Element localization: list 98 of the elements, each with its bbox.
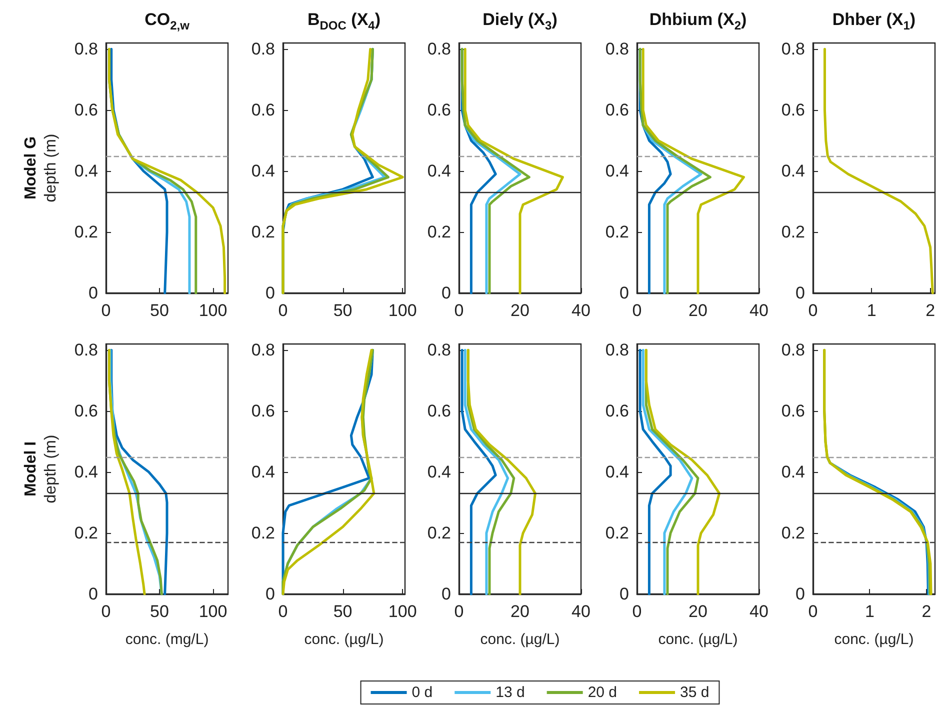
y-axis-title: depth (m) [42, 134, 60, 202]
y-tick-label: 0.2 [74, 222, 98, 242]
y-tick-label: 0.6 [781, 100, 805, 120]
x-tick-label: 0 [101, 301, 111, 320]
chart-title: Dhbium (X$_{2}$) [649, 10, 747, 32]
y-tick-label: 0.8 [251, 340, 275, 360]
y-tick-label: 0.8 [427, 40, 451, 59]
y-tick-label: 0.4 [781, 462, 805, 482]
legend-label: 35 d [680, 684, 710, 701]
y-tick-label: 0.2 [427, 222, 451, 242]
y-tick-label: 0.8 [781, 40, 805, 59]
chart-title: Diely (X$_{3}$) [482, 10, 558, 32]
y-tick-label: 0.4 [781, 162, 805, 181]
x-axis-title: conc. (µg/L) [834, 631, 914, 648]
y-tick-label: 0.4 [74, 462, 98, 482]
x-axis-title: conc. (µg/L) [658, 631, 738, 648]
y-tick-label: 0.4 [605, 462, 629, 482]
x-tick-label: 0 [101, 602, 111, 621]
x-tick-label: 100 [198, 602, 228, 621]
x-tick-label: 20 [510, 602, 530, 621]
legend-label: 13 d [496, 684, 525, 701]
x-tick-label: 0 [632, 301, 642, 320]
y-tick-label: 0.6 [427, 100, 451, 120]
x-tick-label: 20 [688, 301, 708, 320]
y-tick-label: 0 [442, 584, 451, 604]
x-tick-label: 100 [388, 602, 417, 621]
x-tick-label: 100 [388, 301, 417, 320]
y-tick-label: 0.6 [605, 402, 629, 421]
y-tick-label: 0 [620, 284, 629, 302]
y-tick-label: 0.8 [605, 40, 629, 59]
y-axis-title: depth (m) [42, 434, 60, 504]
x-axis-title: conc. (µg/L) [304, 631, 384, 648]
y-tick-label: 0.8 [74, 40, 98, 59]
x-tick-label: 40 [572, 602, 590, 621]
x-tick-label: 2 [922, 602, 932, 621]
y-tick-label: 0.8 [74, 340, 98, 360]
y-tick-label: 0.8 [251, 40, 275, 59]
y-tick-label: 0.2 [781, 222, 805, 242]
y-tick-label: 0.6 [251, 100, 275, 120]
legend-label: 20 d [588, 684, 618, 701]
x-tick-label: 50 [333, 602, 352, 621]
x-tick-label: 40 [572, 301, 590, 320]
y-tick-label: 0.2 [781, 524, 805, 543]
x-tick-label: 50 [150, 602, 169, 621]
y-tick-label: 0.6 [427, 402, 451, 421]
y-tick-label: 0.4 [427, 462, 451, 482]
x-tick-label: 100 [198, 301, 228, 320]
y-tick-label: 0.2 [605, 222, 629, 242]
y-tick-label: 0.2 [74, 524, 98, 543]
x-tick-label: 0 [454, 301, 464, 320]
y-tick-label: 0.8 [605, 340, 629, 360]
x-tick-label: 0 [808, 602, 818, 621]
x-tick-label: 1 [866, 301, 876, 320]
y-tick-label: 0 [88, 584, 98, 604]
y-tick-label: 0.4 [251, 462, 275, 482]
x-tick-label: 0 [454, 602, 464, 621]
y-tick-label: 0.4 [74, 162, 98, 181]
y-tick-label: 0.2 [251, 524, 275, 543]
y-tick-label: 0 [442, 284, 451, 302]
x-tick-label: 40 [750, 301, 768, 320]
chart-title: CO$_{2,w}$ [144, 10, 190, 32]
y-tick-label: 0.4 [427, 162, 451, 181]
y-tick-label: 0 [266, 584, 275, 604]
x-tick-label: 1 [865, 602, 874, 621]
y-tick-label: 0 [796, 284, 805, 302]
y-tick-label: 0.6 [605, 100, 629, 120]
text: Model G [22, 136, 40, 200]
x-tick-label: 20 [688, 602, 708, 621]
y-tick-label: 0.8 [427, 340, 451, 360]
x-tick-label: 0 [808, 301, 818, 320]
y-tick-label: 0 [620, 584, 629, 604]
y-tick-label: 0.6 [74, 100, 98, 120]
x-axis-title: conc. (mg/L) [125, 631, 209, 648]
x-tick-label: 40 [750, 602, 768, 621]
x-tick-label: 0 [278, 602, 288, 621]
y-tick-label: 0.8 [781, 340, 805, 360]
chart-title: Dhber (X$_{1}$) [832, 10, 916, 32]
y-tick-label: 0 [266, 284, 275, 302]
y-tick-label: 0.6 [781, 402, 805, 421]
x-axis-title: conc. (µg/L) [480, 631, 560, 648]
x-tick-label: 20 [510, 301, 530, 320]
y-tick-label: 0.6 [74, 402, 98, 421]
legend-label: 0 d [412, 684, 433, 701]
x-tick-label: 0 [278, 301, 288, 320]
x-tick-label: 2 [926, 301, 936, 320]
y-tick-label: 0.2 [427, 524, 451, 543]
y-tick-label: 0.6 [251, 402, 275, 421]
text: Model I [22, 441, 40, 497]
y-tick-label: 0.4 [605, 162, 629, 181]
y-tick-label: 0 [796, 584, 805, 604]
y-tick-label: 0.2 [605, 524, 629, 543]
chart-title: B$_{DOC}$ (X$_{4}$) [307, 10, 381, 32]
x-tick-label: 0 [632, 602, 642, 621]
x-tick-label: 50 [333, 301, 352, 320]
y-tick-label: 0.2 [251, 222, 275, 242]
y-tick-label: 0.4 [251, 162, 275, 181]
y-tick-label: 0 [88, 284, 98, 302]
x-tick-label: 50 [150, 301, 169, 320]
